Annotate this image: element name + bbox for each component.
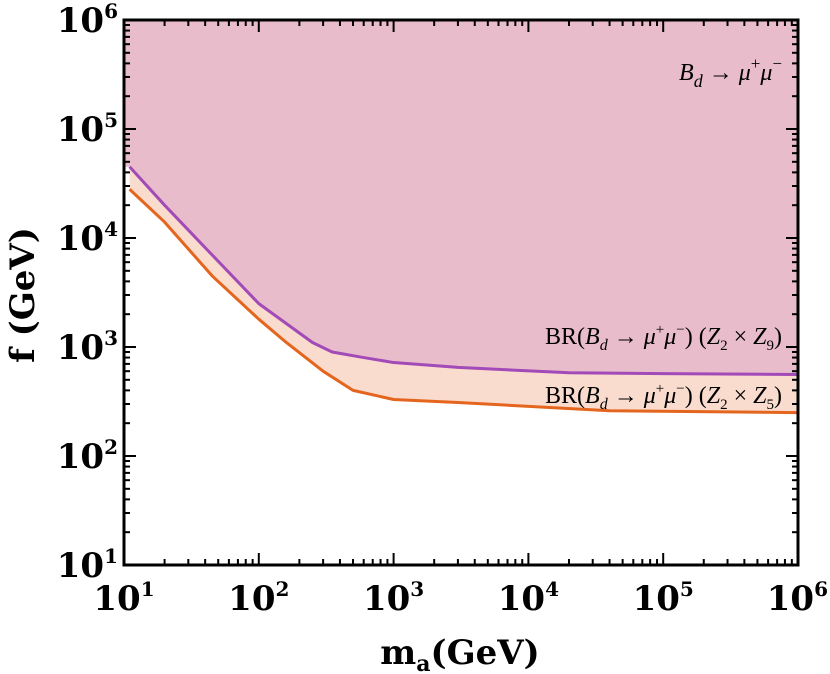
y-tick-label: 101 <box>57 544 118 586</box>
x-tick-label: 103 <box>363 577 424 619</box>
exclusion-regions <box>124 20 799 413</box>
x-axis-label: ma(GeV) <box>380 633 539 674</box>
x-tick-label: 102 <box>228 577 289 619</box>
series-line-1 <box>128 188 799 415</box>
region-label: Bd → μ+μ− <box>679 54 782 91</box>
limit-curves <box>128 165 799 415</box>
y-tick-label: 105 <box>57 108 118 150</box>
x-tick-label: 104 <box>498 577 559 619</box>
plot-frame <box>122 18 800 567</box>
y-tick-labels: 101 102 103 104 105 106 <box>57 0 118 586</box>
z5-curve-label: BR(Bd → μ+μ−) (Z2 × Z5) <box>545 381 782 413</box>
x-tick-label: 105 <box>633 577 694 619</box>
y-tick-label: 106 <box>57 0 118 41</box>
y-tick-label: 102 <box>57 435 118 477</box>
y-tick-label: 104 <box>57 217 118 259</box>
x-tick-label: 101 <box>93 577 154 619</box>
y-tick-label: 103 <box>57 326 118 368</box>
z9-curve-label: BR(Bd → μ+μ−) (Z2 × Z9) <box>545 322 782 354</box>
x-tick-labels: 101 102 103 104 105 106 <box>93 577 828 619</box>
series-line-0 <box>128 165 799 376</box>
y-axis-label: f (GeV) <box>3 227 43 363</box>
tick-marks <box>123 20 798 566</box>
exclusion-area-0 <box>129 20 799 375</box>
x-tick-label: 106 <box>767 577 828 619</box>
